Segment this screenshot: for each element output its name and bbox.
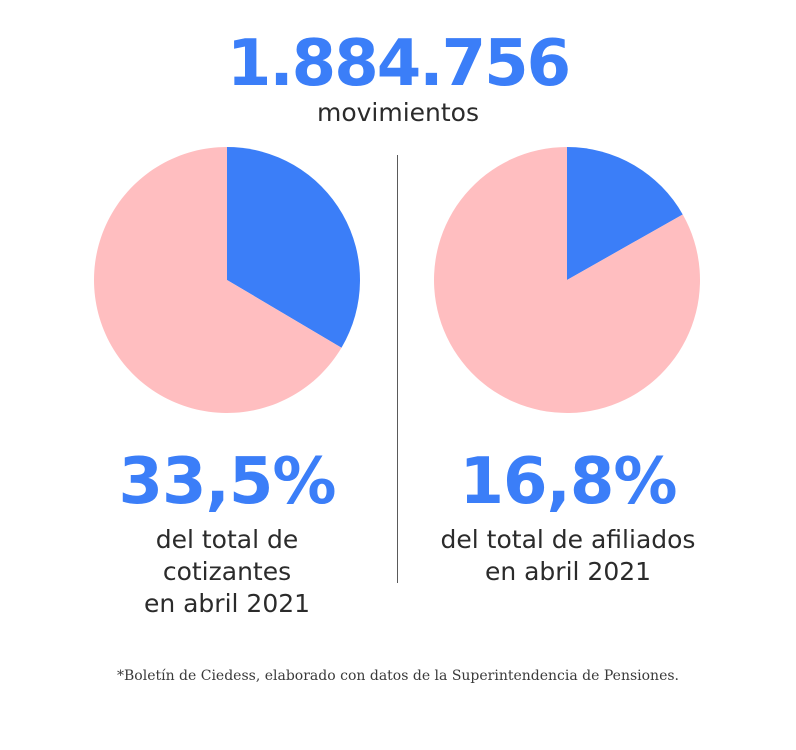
- source-footnote: *Boletín de Ciedess, elaborado con datos…: [117, 668, 679, 684]
- caption-line: en abril 2021: [143, 589, 311, 618]
- caption-line: en abril 2021: [484, 557, 652, 586]
- pie-chart-cotizantes: [94, 147, 360, 413]
- pie-slice-remainder: [94, 147, 342, 413]
- total-movements-value: 1.884.756: [226, 27, 571, 101]
- caption-afiliados: del total de afiliados en abril 2021: [398, 524, 738, 588]
- caption-line: del total de afiliados: [440, 525, 696, 554]
- pie-slice-highlight: [227, 147, 360, 348]
- divider: [397, 155, 398, 583]
- percentage-afiliados: 16,8%: [459, 445, 677, 519]
- pie-slice-highlight: [567, 147, 683, 280]
- percentage-cotizantes: 33,5%: [118, 445, 336, 519]
- pie-chart-afiliados: [434, 147, 700, 413]
- caption-line: cotizantes: [162, 557, 292, 586]
- pie-slice-remainder: [434, 147, 700, 413]
- total-movements-label: movimientos: [316, 98, 480, 127]
- caption-cotizantes: del total de cotizantes en abril 2021: [57, 524, 397, 620]
- caption-line: del total de: [155, 525, 299, 554]
